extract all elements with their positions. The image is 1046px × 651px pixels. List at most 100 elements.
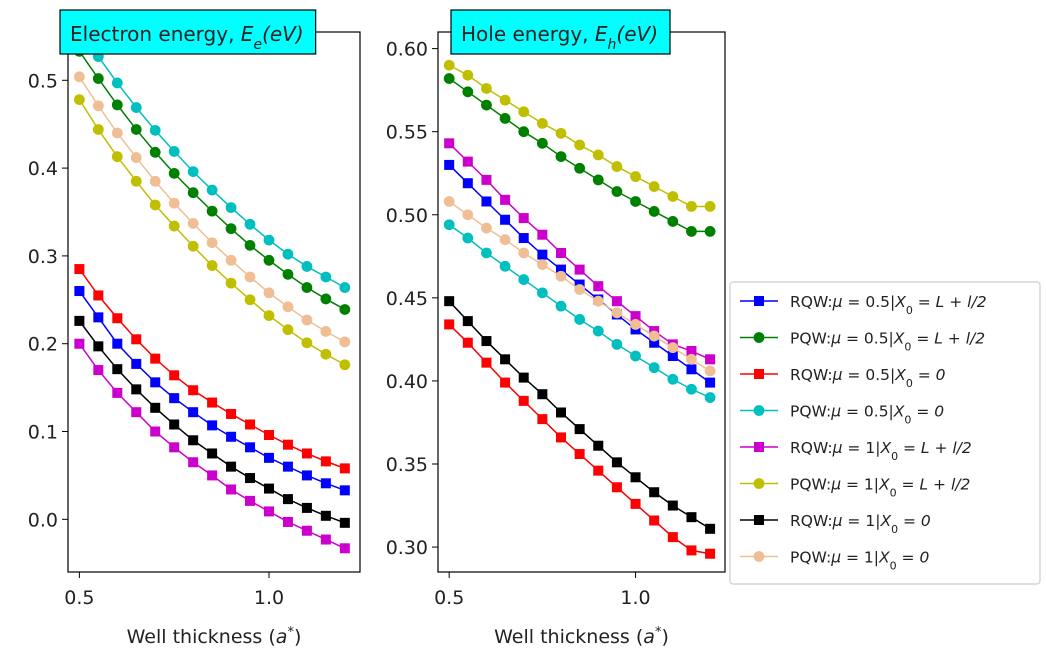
data-point — [225, 254, 237, 266]
series-pqw-mu1-x0l — [73, 94, 351, 371]
data-point — [593, 440, 604, 451]
legend-label: PQW:μ = 1|X0 = L + l/2 — [790, 476, 970, 500]
data-point — [301, 502, 312, 513]
legend-entry-pqw-mu1-x00: PQW:μ = 1|X0 = 0 — [740, 549, 929, 573]
data-point — [462, 156, 473, 167]
data-point — [187, 166, 199, 178]
data-point — [686, 346, 697, 357]
data-point — [169, 442, 180, 453]
legend-entry-pqw-mu05-x0l: PQW:μ = 0.5|X0 = L + l/2 — [740, 330, 985, 353]
title-box — [450, 9, 671, 55]
data-point — [188, 407, 199, 418]
data-point — [339, 336, 351, 348]
y-tick-label: 0.35 — [386, 454, 428, 476]
data-point — [536, 259, 548, 271]
series-rqw-mu05-x00 — [74, 264, 350, 474]
data-point — [112, 338, 123, 349]
data-point — [499, 234, 511, 246]
series-pqw-mu05-x00 — [73, 32, 351, 293]
series-pqw-mu1-x00 — [443, 196, 716, 377]
data-point — [611, 296, 622, 307]
legend-label: PQW:μ = 1|X0 = 0 — [790, 549, 929, 573]
data-point — [518, 106, 530, 118]
data-point — [93, 365, 104, 376]
legend-marker — [753, 405, 765, 416]
data-point — [705, 377, 716, 388]
data-point — [320, 456, 331, 467]
series-rqw-mu1-x00 — [74, 315, 350, 528]
data-point — [648, 362, 660, 374]
legend: RQW:μ = 0.5|X0 = L + l/2 PQW:μ = 0.5|X0 =… — [729, 281, 1041, 585]
data-point — [92, 73, 104, 84]
data-point — [169, 370, 180, 381]
title-box — [59, 9, 317, 55]
data-point — [518, 274, 530, 285]
data-point — [92, 100, 104, 112]
data-point — [111, 127, 123, 139]
data-point — [630, 196, 641, 207]
data-point — [92, 124, 104, 135]
data-point — [667, 342, 679, 354]
x-tick-label: 0.5 — [64, 587, 94, 609]
y-tick-label: 0.2 — [28, 334, 58, 356]
data-point — [149, 199, 161, 211]
data-point — [320, 510, 331, 521]
data-point — [149, 175, 161, 187]
data-point — [131, 384, 142, 395]
data-point — [187, 218, 199, 229]
data-point — [131, 407, 142, 418]
data-point — [500, 377, 511, 388]
data-point — [481, 222, 492, 234]
data-point — [206, 237, 218, 249]
data-point — [500, 214, 511, 225]
data-point — [301, 525, 312, 536]
data-point — [74, 338, 85, 349]
data-point — [593, 465, 604, 476]
legend-marker — [754, 442, 764, 452]
data-point — [462, 337, 473, 348]
data-point — [282, 516, 293, 527]
data-point — [263, 506, 274, 517]
data-point — [556, 407, 566, 418]
y-tick-label: 0.0 — [28, 509, 58, 531]
data-point — [339, 543, 350, 554]
panel-title: Electron energy, Ee(eV) — [59, 9, 317, 55]
y-tick-label: 0.30 — [386, 537, 428, 559]
data-point — [649, 487, 660, 498]
data-point — [499, 260, 511, 272]
series-rqw-mu1-x00 — [444, 296, 716, 534]
plot-area — [443, 59, 716, 559]
data-point — [150, 402, 161, 413]
data-point — [74, 315, 85, 326]
data-point — [301, 448, 312, 459]
data-point — [207, 420, 218, 431]
data-point — [667, 373, 679, 385]
y-tick-label: 0.4 — [28, 158, 58, 180]
series-rqw-mu1-x0l — [74, 338, 350, 554]
data-point — [301, 282, 313, 293]
legend-entry-rqw-mu1-x00: RQW:μ = 1|X0 = 0 — [740, 512, 931, 536]
legend-marker — [753, 478, 765, 489]
data-point — [149, 124, 161, 136]
y-tick-label: 0.5 — [28, 70, 58, 92]
legend-label: RQW:μ = 1|X0 = 0 — [790, 512, 931, 536]
data-point — [245, 473, 256, 484]
data-point — [282, 494, 293, 505]
data-point — [556, 264, 566, 275]
data-point — [112, 313, 123, 324]
data-point — [131, 358, 142, 369]
title-text: Electron energy, Ee(eV) — [70, 22, 304, 53]
data-point — [556, 432, 566, 443]
data-point — [130, 102, 142, 113]
data-point — [462, 209, 474, 221]
data-point — [649, 337, 660, 348]
data-point — [93, 341, 104, 352]
data-point — [74, 286, 85, 297]
data-point — [226, 431, 237, 442]
legend-entry-pqw-mu05-x00: PQW:μ = 0.5|X0 = 0 — [740, 403, 944, 426]
data-point — [282, 268, 294, 280]
data-point — [263, 254, 275, 266]
data-point — [555, 270, 567, 282]
data-point — [667, 500, 678, 511]
